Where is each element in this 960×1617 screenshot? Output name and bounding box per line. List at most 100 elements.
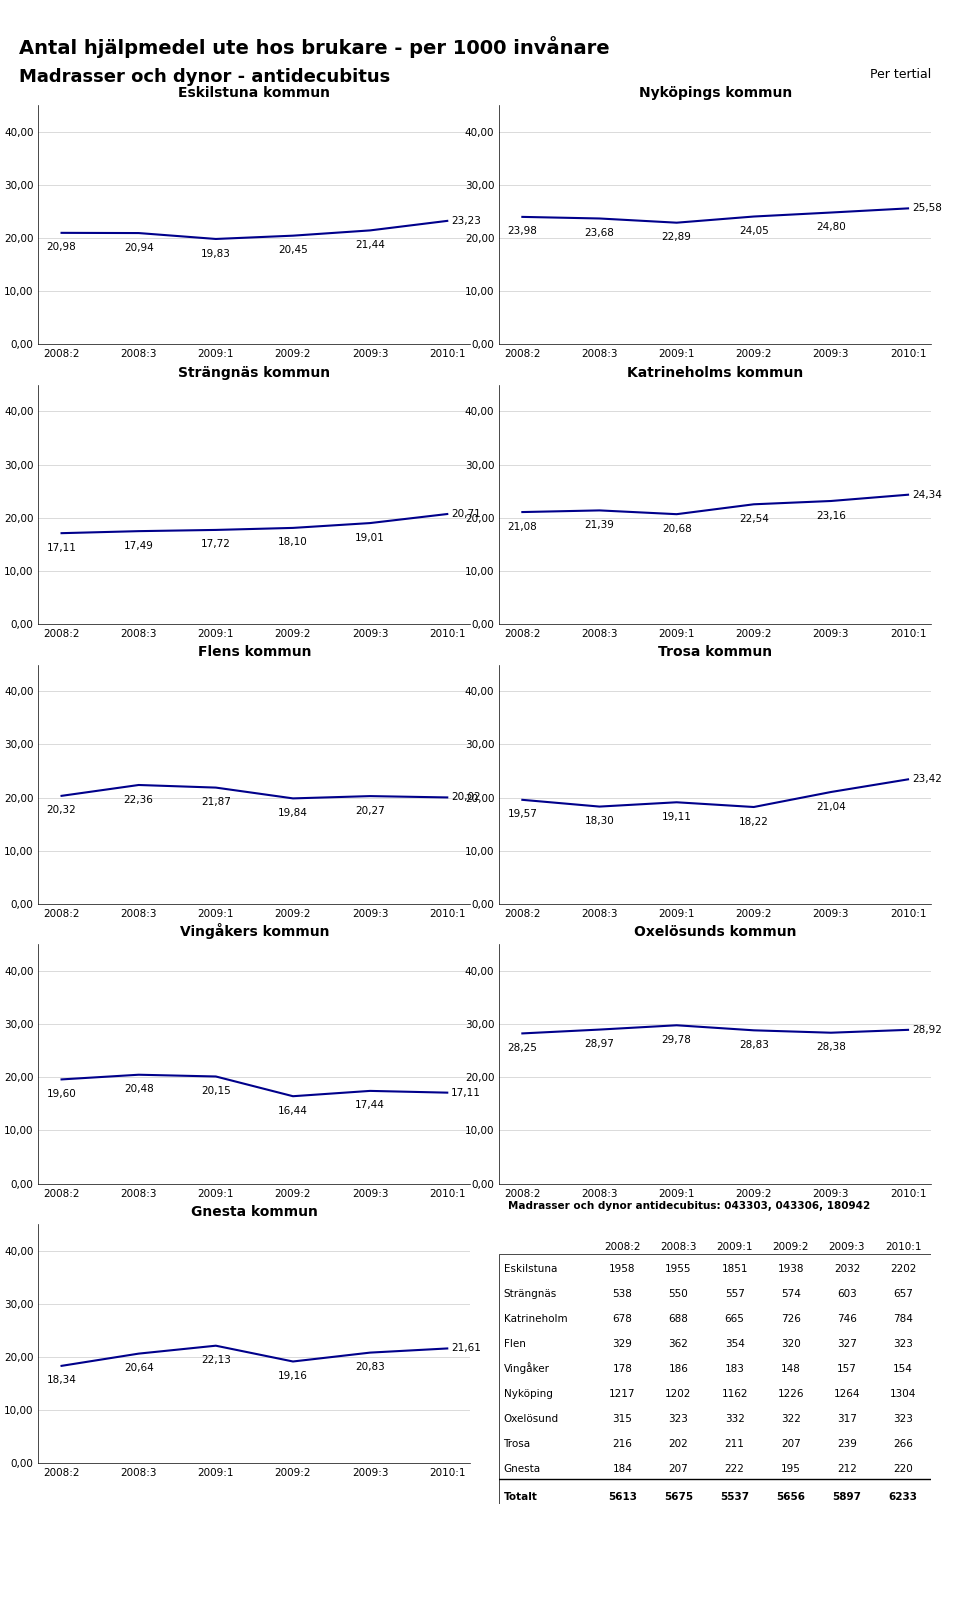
Text: 2008:2: 2008:2 — [604, 1242, 640, 1252]
Text: 5897: 5897 — [832, 1492, 861, 1502]
Text: 22,54: 22,54 — [739, 514, 769, 524]
Text: 5675: 5675 — [664, 1492, 693, 1502]
FancyBboxPatch shape — [499, 1255, 931, 1504]
Title: Gnesta kommun: Gnesta kommun — [191, 1205, 318, 1219]
Text: 2009:1: 2009:1 — [716, 1242, 753, 1252]
Text: 28,38: 28,38 — [816, 1043, 846, 1053]
Text: 23,16: 23,16 — [816, 511, 846, 521]
Text: 574: 574 — [780, 1289, 801, 1298]
Text: 2009:3: 2009:3 — [828, 1242, 865, 1252]
Text: 184: 184 — [612, 1463, 633, 1473]
Text: 22,13: 22,13 — [201, 1355, 230, 1365]
Text: 20,94: 20,94 — [124, 243, 154, 252]
Text: 323: 323 — [893, 1339, 913, 1349]
Text: 20,64: 20,64 — [124, 1363, 154, 1373]
Text: 24,80: 24,80 — [816, 222, 846, 233]
Text: 784: 784 — [893, 1315, 913, 1324]
Text: 20,27: 20,27 — [355, 805, 385, 815]
Text: 21,87: 21,87 — [201, 797, 230, 807]
Text: 20,68: 20,68 — [661, 524, 691, 534]
Text: 21,08: 21,08 — [508, 522, 538, 532]
Title: Nyköpings kommun: Nyköpings kommun — [638, 86, 792, 100]
Text: 178: 178 — [612, 1365, 633, 1374]
Text: 28,83: 28,83 — [739, 1040, 769, 1049]
Text: 207: 207 — [668, 1463, 688, 1473]
Text: 20,15: 20,15 — [201, 1087, 230, 1096]
Text: Katrineholm: Katrineholm — [503, 1315, 567, 1324]
Text: 1226: 1226 — [778, 1389, 804, 1399]
Text: 23,98: 23,98 — [508, 226, 538, 236]
Text: 266: 266 — [893, 1439, 913, 1449]
Text: 323: 323 — [893, 1413, 913, 1425]
Text: 17,72: 17,72 — [201, 540, 230, 550]
Text: 207: 207 — [780, 1439, 801, 1449]
Text: 23,68: 23,68 — [585, 228, 614, 238]
Text: 1958: 1958 — [609, 1264, 636, 1274]
Text: 678: 678 — [612, 1315, 633, 1324]
Text: 18,22: 18,22 — [739, 817, 769, 826]
Text: 211: 211 — [725, 1439, 745, 1449]
Text: 20,45: 20,45 — [278, 246, 308, 255]
Text: 362: 362 — [668, 1339, 688, 1349]
Text: 20,02: 20,02 — [451, 792, 481, 802]
Text: 20,71: 20,71 — [451, 509, 481, 519]
Title: Vingåkers kommun: Vingåkers kommun — [180, 923, 329, 939]
Text: 5537: 5537 — [720, 1492, 749, 1502]
Text: 195: 195 — [780, 1463, 801, 1473]
Text: Totalt: Totalt — [503, 1492, 538, 1502]
Text: 19,01: 19,01 — [355, 532, 385, 543]
Text: Antal hjälpmedel ute hos brukare - per 1000 invånare: Antal hjälpmedel ute hos brukare - per 1… — [19, 36, 610, 58]
Text: 1851: 1851 — [721, 1264, 748, 1274]
Text: 16,44: 16,44 — [278, 1106, 308, 1116]
Text: 28,92: 28,92 — [912, 1025, 942, 1035]
Text: Madrasser och dynor - antidecubitus: Madrasser och dynor - antidecubitus — [19, 68, 391, 86]
Text: Trosa: Trosa — [503, 1439, 531, 1449]
Text: 746: 746 — [837, 1315, 857, 1324]
Text: 29,78: 29,78 — [661, 1035, 691, 1045]
Text: 18,30: 18,30 — [585, 817, 614, 826]
Title: Flens kommun: Flens kommun — [198, 645, 311, 660]
Text: 2202: 2202 — [890, 1264, 916, 1274]
Text: 1304: 1304 — [890, 1389, 916, 1399]
Text: 21,39: 21,39 — [585, 521, 614, 530]
Text: 212: 212 — [837, 1463, 857, 1473]
Text: 20,83: 20,83 — [355, 1362, 385, 1373]
Text: 22,36: 22,36 — [124, 794, 154, 805]
Text: 2032: 2032 — [834, 1264, 860, 1274]
Text: 157: 157 — [837, 1365, 857, 1374]
Text: 22,89: 22,89 — [661, 233, 691, 243]
Title: Eskilstuna kommun: Eskilstuna kommun — [179, 86, 330, 100]
Text: 25,58: 25,58 — [912, 204, 942, 213]
Text: 1955: 1955 — [665, 1264, 692, 1274]
Text: 183: 183 — [725, 1365, 745, 1374]
Text: 538: 538 — [612, 1289, 633, 1298]
Text: 21,04: 21,04 — [816, 802, 846, 812]
Text: 21,44: 21,44 — [355, 239, 385, 251]
Text: 19,57: 19,57 — [508, 810, 538, 820]
Text: 665: 665 — [725, 1315, 745, 1324]
Text: 1938: 1938 — [778, 1264, 804, 1274]
Text: 17,49: 17,49 — [124, 540, 154, 551]
Text: 657: 657 — [893, 1289, 913, 1298]
Text: 354: 354 — [725, 1339, 745, 1349]
Title: Katrineholms kommun: Katrineholms kommun — [627, 365, 804, 380]
Text: Vingåker: Vingåker — [503, 1362, 549, 1374]
Title: Trosa kommun: Trosa kommun — [659, 645, 772, 660]
Text: 5613: 5613 — [608, 1492, 636, 1502]
Text: 220: 220 — [893, 1463, 913, 1473]
Text: 23,42: 23,42 — [912, 775, 942, 784]
Text: 688: 688 — [668, 1315, 688, 1324]
Text: 20,98: 20,98 — [47, 243, 77, 252]
Text: 603: 603 — [837, 1289, 857, 1298]
Text: 154: 154 — [893, 1365, 913, 1374]
Text: Madrasser och dynor antidecubitus: 043303, 043306, 180942: Madrasser och dynor antidecubitus: 04330… — [508, 1201, 870, 1211]
Text: Eskilstuna: Eskilstuna — [503, 1264, 557, 1274]
Text: Oxelösund: Oxelösund — [503, 1413, 559, 1425]
Title: Oxelösunds kommun: Oxelösunds kommun — [634, 925, 797, 939]
Text: 1162: 1162 — [721, 1389, 748, 1399]
Text: 18,34: 18,34 — [47, 1376, 77, 1386]
Text: 6233: 6233 — [889, 1492, 918, 1502]
Text: 329: 329 — [612, 1339, 633, 1349]
Text: 20,48: 20,48 — [124, 1085, 154, 1095]
Text: 323: 323 — [668, 1413, 688, 1425]
